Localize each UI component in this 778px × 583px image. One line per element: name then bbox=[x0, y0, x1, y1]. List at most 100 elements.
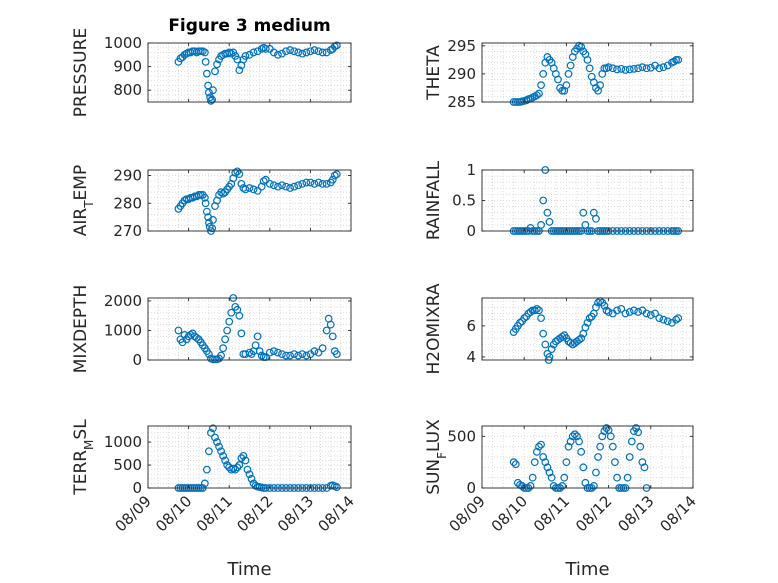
data-point bbox=[233, 463, 242, 472]
data-point bbox=[520, 314, 529, 323]
x-tick-label: 08/14 bbox=[657, 492, 700, 535]
data-point bbox=[558, 332, 567, 341]
data-point bbox=[255, 347, 264, 356]
data-point bbox=[509, 458, 518, 467]
data-point bbox=[581, 323, 590, 332]
data-point bbox=[623, 473, 632, 482]
data-point bbox=[608, 64, 617, 73]
y-label-part: TERR bbox=[71, 450, 91, 496]
data-point bbox=[642, 309, 651, 318]
data-point bbox=[184, 195, 193, 204]
data-point bbox=[535, 89, 543, 98]
data-point bbox=[646, 311, 655, 319]
y-tick-label: 270 bbox=[113, 222, 142, 240]
data-point bbox=[209, 86, 217, 95]
y-tick-label: 500 bbox=[113, 456, 142, 474]
data-point bbox=[625, 453, 634, 461]
data-point bbox=[294, 181, 303, 190]
data-point bbox=[535, 442, 543, 451]
data-point bbox=[672, 55, 681, 64]
y-label-subscript: M bbox=[82, 440, 96, 450]
data-point bbox=[659, 315, 668, 324]
data-point bbox=[564, 70, 573, 78]
y-tick-label: 0 bbox=[132, 351, 142, 369]
y-tick-label: 4 bbox=[466, 348, 476, 366]
y-axis-label: PRESSURE bbox=[71, 28, 91, 117]
data-point bbox=[646, 63, 655, 72]
data-point bbox=[257, 351, 266, 360]
series-points bbox=[174, 167, 341, 235]
data-point bbox=[566, 437, 575, 446]
data-point bbox=[213, 60, 221, 69]
y-tick-label: 290 bbox=[113, 167, 142, 185]
data-point bbox=[239, 451, 248, 460]
data-point bbox=[634, 308, 643, 316]
data-point bbox=[245, 50, 254, 59]
x-tick-label: 08/09 bbox=[446, 492, 489, 535]
data-point bbox=[188, 193, 197, 202]
data-point bbox=[617, 64, 626, 73]
data-point bbox=[575, 335, 583, 344]
series-points bbox=[509, 41, 683, 106]
data-point bbox=[269, 48, 278, 57]
data-point bbox=[642, 64, 651, 73]
data-point bbox=[602, 306, 611, 315]
data-point bbox=[638, 63, 647, 72]
data-point bbox=[278, 49, 286, 58]
y-tick-label: 800 bbox=[113, 81, 142, 99]
data-point bbox=[326, 320, 335, 329]
data-point bbox=[274, 182, 282, 191]
subplot-pressure: 800 900 1000 PRESSURE Figure 3 medium bbox=[71, 16, 352, 117]
data-point bbox=[207, 428, 215, 437]
data-point bbox=[573, 432, 581, 441]
data-point bbox=[253, 47, 262, 56]
data-point bbox=[202, 69, 211, 78]
data-point bbox=[211, 433, 219, 442]
data-point bbox=[547, 345, 556, 354]
data-point bbox=[579, 463, 588, 472]
data-point bbox=[640, 463, 649, 472]
data-point bbox=[511, 460, 520, 469]
data-point bbox=[558, 482, 567, 490]
data-point bbox=[636, 442, 645, 451]
data-point bbox=[558, 86, 567, 95]
data-point bbox=[594, 453, 602, 461]
data-point bbox=[243, 465, 252, 474]
data-point bbox=[562, 81, 571, 90]
data-point bbox=[217, 351, 225, 360]
data-point bbox=[235, 461, 244, 469]
data-point bbox=[562, 458, 571, 467]
y-axis-label: RAINFALL bbox=[424, 160, 444, 240]
axes-box bbox=[147, 169, 352, 232]
axes-box bbox=[147, 42, 352, 103]
data-point bbox=[204, 447, 213, 456]
data-point bbox=[564, 442, 573, 451]
data-point bbox=[302, 48, 311, 57]
data-point bbox=[282, 182, 290, 191]
y-label-part: LUX bbox=[424, 419, 444, 452]
data-point bbox=[596, 442, 605, 451]
data-point bbox=[247, 474, 256, 483]
data-point bbox=[286, 184, 295, 192]
data-point bbox=[655, 314, 664, 323]
data-point bbox=[314, 348, 323, 357]
data-point bbox=[209, 424, 217, 433]
subplot-air_temp: 270 280 290 AIRTEMP bbox=[71, 165, 352, 240]
data-point bbox=[532, 447, 541, 456]
data-point bbox=[659, 63, 668, 72]
data-point bbox=[253, 186, 262, 195]
data-point bbox=[245, 348, 254, 357]
data-point bbox=[630, 64, 638, 73]
data-point bbox=[200, 193, 209, 202]
data-point bbox=[249, 185, 258, 194]
y-tick-label: 280 bbox=[113, 194, 142, 212]
data-point bbox=[290, 182, 299, 191]
data-point bbox=[298, 350, 307, 358]
x-axis-label: Time bbox=[226, 559, 271, 580]
data-point bbox=[174, 326, 183, 335]
data-point bbox=[575, 437, 583, 446]
data-point bbox=[298, 49, 307, 58]
data-point bbox=[589, 482, 598, 490]
